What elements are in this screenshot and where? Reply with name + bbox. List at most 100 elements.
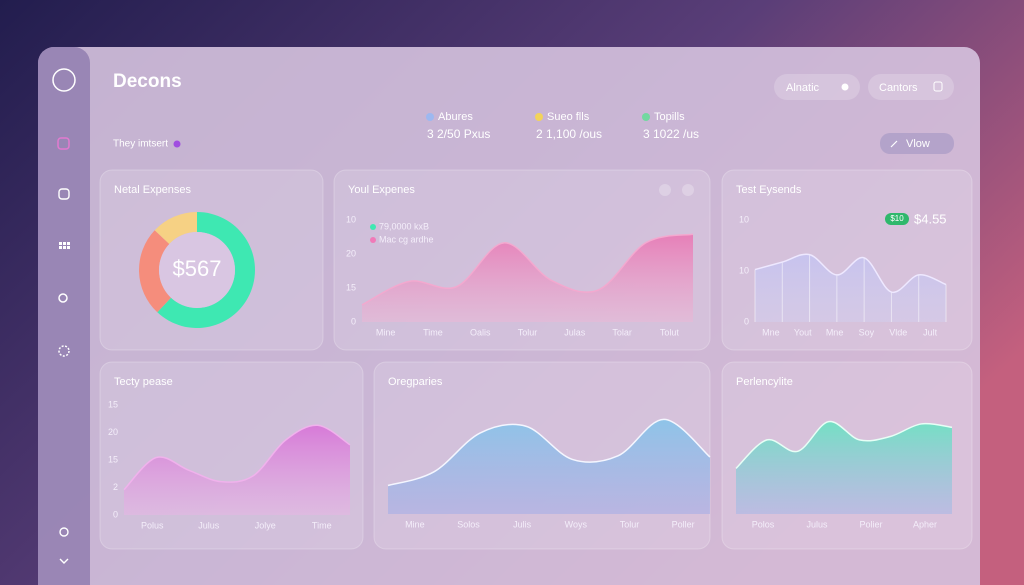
stat-value: 2 1,100 /ous bbox=[536, 127, 602, 141]
x-label: Polier bbox=[859, 519, 882, 529]
legend-dot bbox=[370, 237, 376, 243]
y-label: 0 bbox=[351, 316, 356, 326]
badge-value: $4.55 bbox=[914, 211, 947, 226]
card-title: Netal Expenses bbox=[114, 184, 192, 196]
stat-dot bbox=[426, 113, 434, 121]
area bbox=[124, 425, 350, 515]
stat-label: Abures bbox=[438, 111, 473, 123]
line bbox=[735, 420, 953, 469]
y-label: 10 bbox=[739, 214, 749, 224]
button-label[interactable]: Alnatic bbox=[786, 82, 820, 94]
y-label: 20 bbox=[346, 248, 356, 258]
x-label: Tolar bbox=[612, 327, 632, 337]
y-label: 0 bbox=[744, 316, 749, 326]
button-icon bbox=[841, 83, 849, 91]
stat-label: Sueo flls bbox=[547, 111, 590, 123]
status-dot bbox=[173, 140, 181, 148]
badge-label: $10 bbox=[890, 214, 904, 223]
page-title: Decons bbox=[113, 71, 182, 92]
area bbox=[388, 419, 710, 514]
x-label: Mine bbox=[376, 327, 396, 337]
donut-segment bbox=[154, 212, 197, 244]
button[interactable] bbox=[868, 74, 954, 100]
card bbox=[721, 169, 973, 351]
legend-label: Mac cg ardhe bbox=[379, 234, 434, 244]
subtitle: They imtsert bbox=[113, 139, 168, 150]
stat-dot bbox=[535, 113, 543, 121]
x-label: Time bbox=[312, 520, 332, 530]
view-icon bbox=[890, 140, 898, 148]
x-label: Poller bbox=[672, 519, 695, 529]
view-button[interactable] bbox=[880, 133, 954, 154]
stat-value: 3 2/50 Pxus bbox=[427, 127, 490, 141]
stat-value: 3 1022 /us bbox=[643, 127, 699, 141]
card-title: Oregparies bbox=[388, 376, 443, 388]
nav-icon[interactable] bbox=[58, 345, 70, 357]
x-label: Julus bbox=[198, 520, 220, 530]
line bbox=[123, 424, 351, 491]
x-label: Mne bbox=[762, 327, 780, 337]
nav-icon[interactable] bbox=[57, 137, 70, 150]
card-title: Perlencylite bbox=[736, 376, 793, 388]
area bbox=[755, 254, 946, 322]
sidebar bbox=[38, 47, 90, 585]
x-label: Apher bbox=[913, 519, 937, 529]
area bbox=[362, 234, 693, 322]
x-label: Julis bbox=[513, 519, 532, 529]
card-title: Tecty pease bbox=[114, 376, 173, 388]
x-label: Tolut bbox=[660, 327, 680, 337]
y-label: 15 bbox=[346, 282, 356, 292]
donut-hole bbox=[159, 232, 235, 308]
y-label: 2 bbox=[113, 482, 118, 492]
x-label: Julus bbox=[806, 519, 828, 529]
x-label: Mne bbox=[826, 327, 844, 337]
line bbox=[387, 418, 711, 487]
nav-icon[interactable] bbox=[59, 558, 69, 564]
view-button-label[interactable]: Vlow bbox=[906, 138, 930, 150]
card-title: Test Eysends bbox=[736, 184, 802, 196]
nav-icon[interactable] bbox=[59, 527, 69, 537]
x-label: Jult bbox=[923, 327, 938, 337]
card-title: Youl Expenes bbox=[348, 184, 415, 196]
line bbox=[754, 253, 947, 293]
x-label: Woys bbox=[565, 519, 588, 529]
x-label: Vlde bbox=[889, 327, 907, 337]
x-label: Tolur bbox=[620, 519, 640, 529]
y-label: 10 bbox=[739, 265, 749, 275]
x-label: Mine bbox=[405, 519, 425, 529]
x-label: Solos bbox=[457, 519, 480, 529]
card-icon bbox=[659, 184, 671, 196]
y-label: 15 bbox=[108, 399, 118, 409]
x-label: Jolye bbox=[255, 520, 276, 530]
x-label: Time bbox=[423, 327, 443, 337]
line bbox=[361, 233, 694, 306]
nav-icon[interactable] bbox=[58, 293, 68, 303]
stat-label: Topills bbox=[654, 111, 685, 123]
y-label: 0 bbox=[113, 509, 118, 519]
x-label: Tolur bbox=[518, 327, 538, 337]
donut-center: $567 bbox=[173, 256, 222, 281]
nav-icon[interactable] bbox=[59, 242, 70, 249]
x-label: Oalis bbox=[470, 327, 491, 337]
legend-label: 79,0000 kxB bbox=[379, 221, 429, 231]
logo bbox=[52, 68, 76, 92]
button[interactable] bbox=[774, 74, 860, 100]
y-label: 10 bbox=[346, 214, 356, 224]
y-label: 15 bbox=[108, 454, 118, 464]
card-icon bbox=[682, 184, 694, 196]
area bbox=[736, 421, 952, 514]
donut-segment bbox=[138, 230, 171, 313]
button-label[interactable]: Cantors bbox=[879, 82, 918, 94]
y-label: 20 bbox=[108, 427, 118, 437]
x-label: Polos bbox=[752, 519, 775, 529]
x-label: Yout bbox=[794, 327, 812, 337]
badge bbox=[885, 213, 909, 225]
stat-dot bbox=[642, 113, 650, 121]
legend-dot bbox=[370, 224, 376, 230]
nav-icon[interactable] bbox=[58, 188, 70, 200]
button-icon bbox=[933, 81, 943, 92]
x-label: Julas bbox=[564, 327, 586, 337]
x-label: Soy bbox=[859, 327, 875, 337]
donut-segment bbox=[157, 212, 255, 328]
